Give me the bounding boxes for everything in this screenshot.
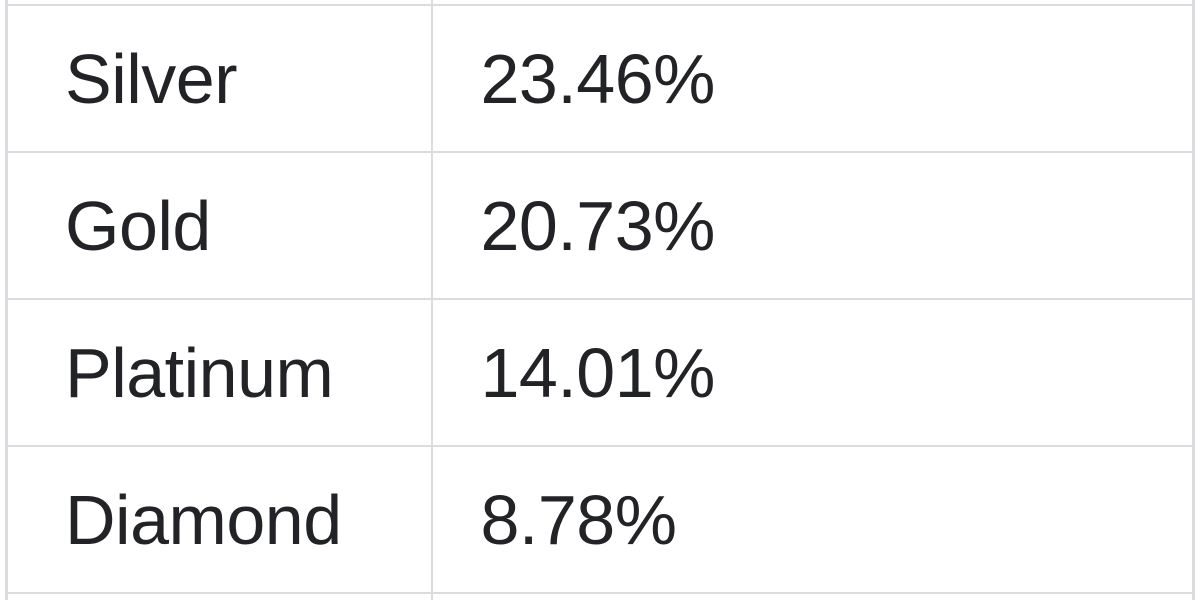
tier-value-cell: 23.46% bbox=[431, 4, 1195, 153]
tier-value-cell: 8.78% bbox=[431, 445, 1195, 594]
tier-name-cell: Gold bbox=[5, 151, 433, 300]
table-body: Silver 23.46% Gold 20.73% Platinum 14.01… bbox=[5, 0, 1195, 600]
tier-name-cell bbox=[5, 593, 433, 600]
tier-name-cell: Diamond bbox=[5, 445, 433, 594]
tier-name-cell: Platinum bbox=[5, 298, 433, 447]
table-row[interactable]: Diamond 8.78% bbox=[5, 445, 1195, 594]
table-row-partial-below bbox=[5, 593, 1195, 600]
table-row-partial-above bbox=[5, 0, 1195, 6]
tier-name-cell: Silver bbox=[5, 4, 433, 153]
membership-tier-distribution-table: Silver 23.46% Gold 20.73% Platinum 14.01… bbox=[5, 0, 1195, 600]
tier-value-cell: 20.73% bbox=[431, 151, 1195, 300]
tier-name-cell bbox=[5, 0, 433, 6]
table-row[interactable]: Platinum 14.01% bbox=[5, 298, 1195, 447]
table-row[interactable]: Silver 23.46% bbox=[5, 4, 1195, 153]
tier-value-cell bbox=[431, 0, 1195, 6]
tier-value-cell bbox=[431, 593, 1195, 600]
tier-value-cell: 14.01% bbox=[431, 298, 1195, 447]
table-row[interactable]: Gold 20.73% bbox=[5, 151, 1195, 300]
